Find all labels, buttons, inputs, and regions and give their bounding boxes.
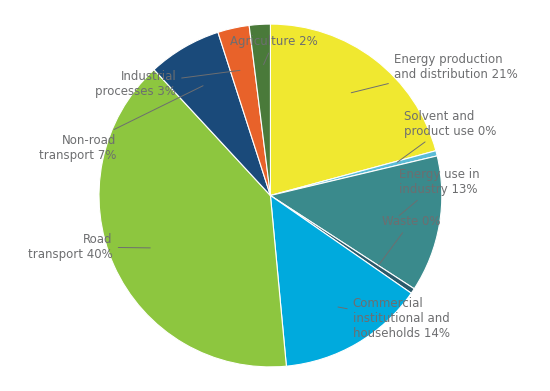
Wedge shape — [271, 156, 442, 289]
Text: Industrial
processes 3%: Industrial processes 3% — [95, 70, 240, 98]
Wedge shape — [249, 24, 271, 196]
Text: Energy use in
industry 13%: Energy use in industry 13% — [399, 168, 480, 215]
Text: Non-road
transport 7%: Non-road transport 7% — [39, 86, 203, 161]
Text: Solvent and
product use 0%: Solvent and product use 0% — [397, 109, 497, 162]
Text: Commercial
institutional and
households 14%: Commercial institutional and households … — [338, 298, 450, 341]
Text: Road
transport 40%: Road transport 40% — [28, 233, 150, 261]
Wedge shape — [271, 196, 414, 293]
Wedge shape — [271, 24, 436, 196]
Wedge shape — [271, 151, 437, 196]
Wedge shape — [99, 70, 287, 367]
Wedge shape — [271, 196, 411, 366]
Wedge shape — [154, 32, 271, 196]
Text: Energy production
and distribution 21%: Energy production and distribution 21% — [351, 53, 518, 93]
Wedge shape — [218, 25, 271, 196]
Text: Agriculture 2%: Agriculture 2% — [230, 35, 318, 65]
Text: Waste 0%: Waste 0% — [379, 215, 441, 265]
